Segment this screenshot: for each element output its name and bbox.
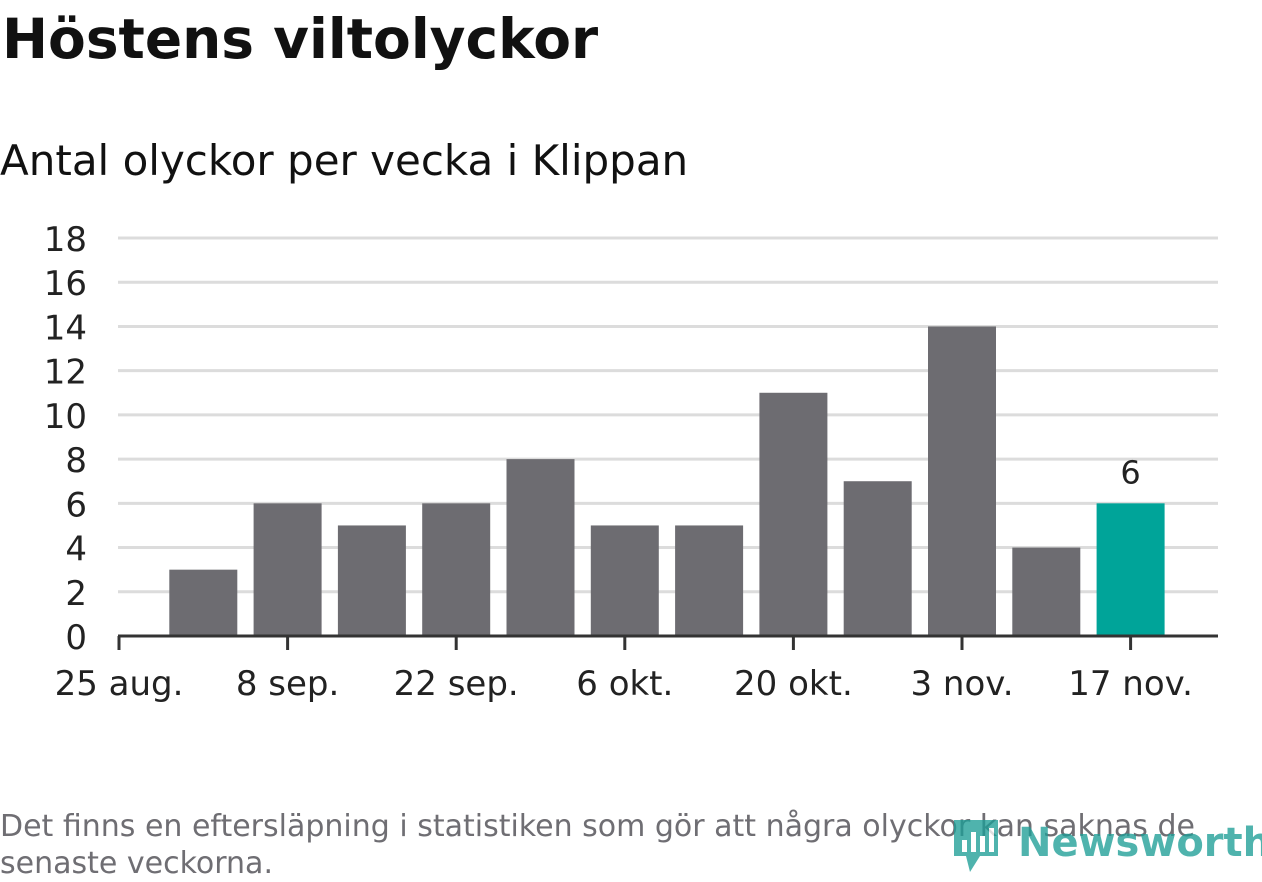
bar — [337, 525, 406, 636]
data-labels: 6 — [1120, 453, 1140, 491]
bars — [169, 326, 1165, 636]
y-tick-label: 14 — [44, 308, 87, 348]
bar — [1012, 547, 1081, 636]
x-tick-label: 3 nov. — [910, 664, 1013, 704]
y-tick-label: 4 — [65, 530, 87, 570]
bar-highlighted — [1096, 503, 1165, 636]
x-tick-label: 6 okt. — [576, 664, 673, 704]
bar — [422, 503, 491, 636]
x-axis-ticks: 25 aug. 8 sep. 22 sep. 6 okt. 20 okt. 3 nov. 1… — [55, 636, 1193, 704]
y-tick-label: 0 — [65, 618, 87, 658]
bar — [675, 525, 744, 636]
bar — [253, 503, 322, 636]
bar — [169, 569, 238, 636]
y-tick-label: 2 — [65, 574, 87, 614]
bar — [590, 525, 659, 636]
y-tick-label: 16 — [44, 264, 87, 304]
bar — [928, 326, 996, 636]
bar — [759, 392, 828, 636]
logo-wordmark: Newsworthy — [1018, 820, 1262, 866]
x-tick-label: 25 aug. — [55, 664, 184, 704]
gridlines — [118, 236, 1218, 594]
y-tick-label: 10 — [44, 397, 87, 437]
y-tick-label: 12 — [44, 353, 87, 393]
chart-title: Höstens viltolyckor — [2, 7, 599, 71]
x-tick-label: 20 okt. — [734, 664, 853, 704]
bar — [843, 481, 912, 636]
x-tick-label: 8 sep. — [236, 664, 339, 704]
newsworthy-logo: Newsworthy — [950, 816, 1262, 878]
x-tick-label: 22 sep. — [394, 664, 519, 704]
data-label: 6 — [1120, 453, 1140, 491]
chart-subtitle: Antal olyckor per vecka i Klippan — [0, 136, 689, 185]
y-tick-label: 18 — [44, 220, 87, 260]
x-tick-label: 17 nov. — [1068, 664, 1193, 704]
logo-mark-icon — [954, 820, 998, 872]
y-tick-label: 8 — [65, 441, 87, 481]
bar — [506, 459, 575, 636]
y-tick-label: 6 — [65, 485, 87, 525]
